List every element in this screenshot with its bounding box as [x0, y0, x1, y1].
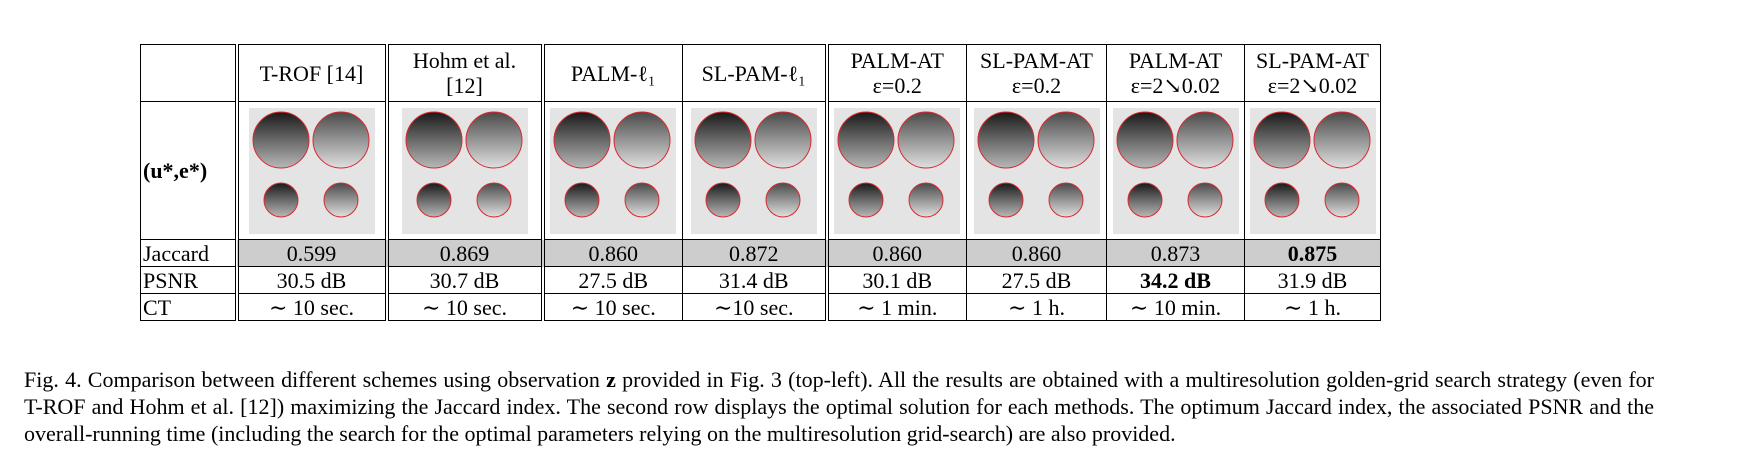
segmented-disk — [988, 182, 1023, 217]
segmented-disk — [1264, 182, 1299, 217]
corner-cell — [140, 44, 239, 102]
psnr-value: 27.5 dB — [542, 266, 683, 294]
segmented-disk — [263, 182, 298, 217]
segmented-disk — [312, 111, 369, 168]
header-palm-at-fixed: PALM-AT ε=0.2 — [826, 44, 967, 102]
ct-row: CT ∼ 10 sec. ∼ 10 sec. ∼ 10 sec. ∼10 sec… — [140, 293, 1381, 321]
row-label-jaccard: Jaccard — [140, 239, 239, 267]
segmented-disk — [1048, 182, 1083, 217]
psnr-value-best: 34.2 dB — [1106, 266, 1245, 294]
jaccard-value: 0.860 — [966, 239, 1107, 267]
result-image-cell — [1244, 101, 1381, 240]
caption-symbol: z — [606, 367, 616, 392]
ct-value: ∼ 1 h. — [1244, 293, 1381, 321]
header-slpam-at-decr: SL-PAM-AT ε=2↘0.02 — [1244, 44, 1381, 102]
psnr-value: 30.7 dB — [386, 266, 545, 294]
caption-prefix: Fig. 4. Comparison between different sch… — [24, 367, 607, 392]
header-palm-l1: PALM-ℓ₁ — [542, 44, 683, 102]
result-image — [401, 107, 528, 234]
result-image — [834, 107, 961, 234]
segmented-disk — [1037, 111, 1094, 168]
header-palm-at-decr: PALM-AT ε=2↘0.02 — [1106, 44, 1245, 102]
jaccard-row: Jaccard 0.599 0.869 0.860 0.872 0.860 0.… — [140, 239, 1381, 267]
result-image — [248, 107, 375, 234]
jaccard-value-best: 0.875 — [1244, 239, 1381, 267]
result-image — [1112, 107, 1239, 234]
segmented-disk — [476, 182, 511, 217]
segmented-disk — [624, 182, 660, 217]
segmented-disk — [405, 111, 462, 168]
segmented-disk — [897, 111, 955, 168]
result-image-cell — [236, 101, 389, 240]
result-image — [690, 107, 817, 234]
segmented-disk — [705, 182, 741, 217]
segmented-disk — [613, 111, 671, 168]
result-image-cell — [826, 101, 967, 240]
ct-value: ∼10 sec. — [682, 293, 829, 321]
ct-value: ∼ 10 min. — [1106, 293, 1245, 321]
segmented-disk — [694, 111, 752, 168]
image-row: (u*,e*) — [140, 101, 1381, 240]
header-slpam-at-fixed: SL-PAM-AT ε=0.2 — [966, 44, 1107, 102]
jaccard-value: 0.869 — [386, 239, 545, 267]
segmented-disk — [252, 111, 309, 168]
row-label-image: (u*,e*) — [140, 101, 239, 240]
result-image-cell — [682, 101, 829, 240]
segmented-disk — [465, 111, 522, 168]
segmented-disk — [848, 182, 884, 217]
jaccard-value: 0.860 — [826, 239, 967, 267]
header-hohm: Hohm et al. [12] — [386, 44, 545, 102]
segmented-disk — [323, 182, 358, 217]
result-image-cell — [1106, 101, 1245, 240]
segmented-disk — [1253, 111, 1310, 168]
figure-caption: Fig. 4. Comparison between different sch… — [24, 366, 1654, 447]
segmented-disk — [765, 182, 801, 217]
header-trof: T-ROF [14] — [236, 44, 389, 102]
row-label-psnr: PSNR — [140, 266, 239, 294]
segmented-disk — [754, 111, 812, 168]
segmented-disk — [1176, 111, 1233, 168]
header-slpam-l1: SL-PAM-ℓ₁ — [682, 44, 829, 102]
ct-value: ∼ 10 sec. — [542, 293, 683, 321]
ct-value: ∼ 10 sec. — [386, 293, 545, 321]
result-image-cell — [966, 101, 1107, 240]
ct-value: ∼ 1 h. — [966, 293, 1107, 321]
header-row: T-ROF [14] Hohm et al. [12] PALM-ℓ₁ SL-PA… — [140, 44, 1381, 102]
jaccard-value: 0.872 — [682, 239, 829, 267]
result-image — [550, 107, 677, 234]
results-table: T-ROF [14] Hohm et al. [12] PALM-ℓ₁ SL-PA… — [140, 44, 1381, 321]
segmented-disk — [1313, 111, 1370, 168]
result-image — [973, 107, 1100, 234]
psnr-value: 30.1 dB — [826, 266, 967, 294]
segmented-disk — [1187, 182, 1222, 217]
segmented-disk — [977, 111, 1034, 168]
psnr-value: 27.5 dB — [966, 266, 1107, 294]
segmented-disk — [564, 182, 600, 217]
result-image-cell — [386, 101, 545, 240]
jaccard-value: 0.599 — [236, 239, 389, 267]
segmented-disk — [553, 111, 611, 168]
psnr-row: PSNR 30.5 dB 30.7 dB 27.5 dB 31.4 dB 30.… — [140, 266, 1381, 294]
segmented-disk — [908, 182, 944, 217]
row-label-ct: CT — [140, 293, 239, 321]
psnr-value: 31.4 dB — [682, 266, 829, 294]
ct-value: ∼ 1 min. — [826, 293, 967, 321]
segmented-disk — [1116, 111, 1173, 168]
segmented-disk — [837, 111, 895, 168]
caption-body: provided in Fig. 3 (top-left). All the r… — [24, 367, 1654, 446]
segmented-disk — [416, 182, 451, 217]
result-image — [1249, 107, 1376, 234]
jaccard-value: 0.860 — [542, 239, 683, 267]
psnr-value: 31.9 dB — [1244, 266, 1381, 294]
jaccard-value: 0.873 — [1106, 239, 1245, 267]
ct-value: ∼ 10 sec. — [236, 293, 389, 321]
segmented-disk — [1127, 182, 1162, 217]
segmented-disk — [1324, 182, 1359, 217]
psnr-value: 30.5 dB — [236, 266, 389, 294]
result-image-cell — [542, 101, 683, 240]
